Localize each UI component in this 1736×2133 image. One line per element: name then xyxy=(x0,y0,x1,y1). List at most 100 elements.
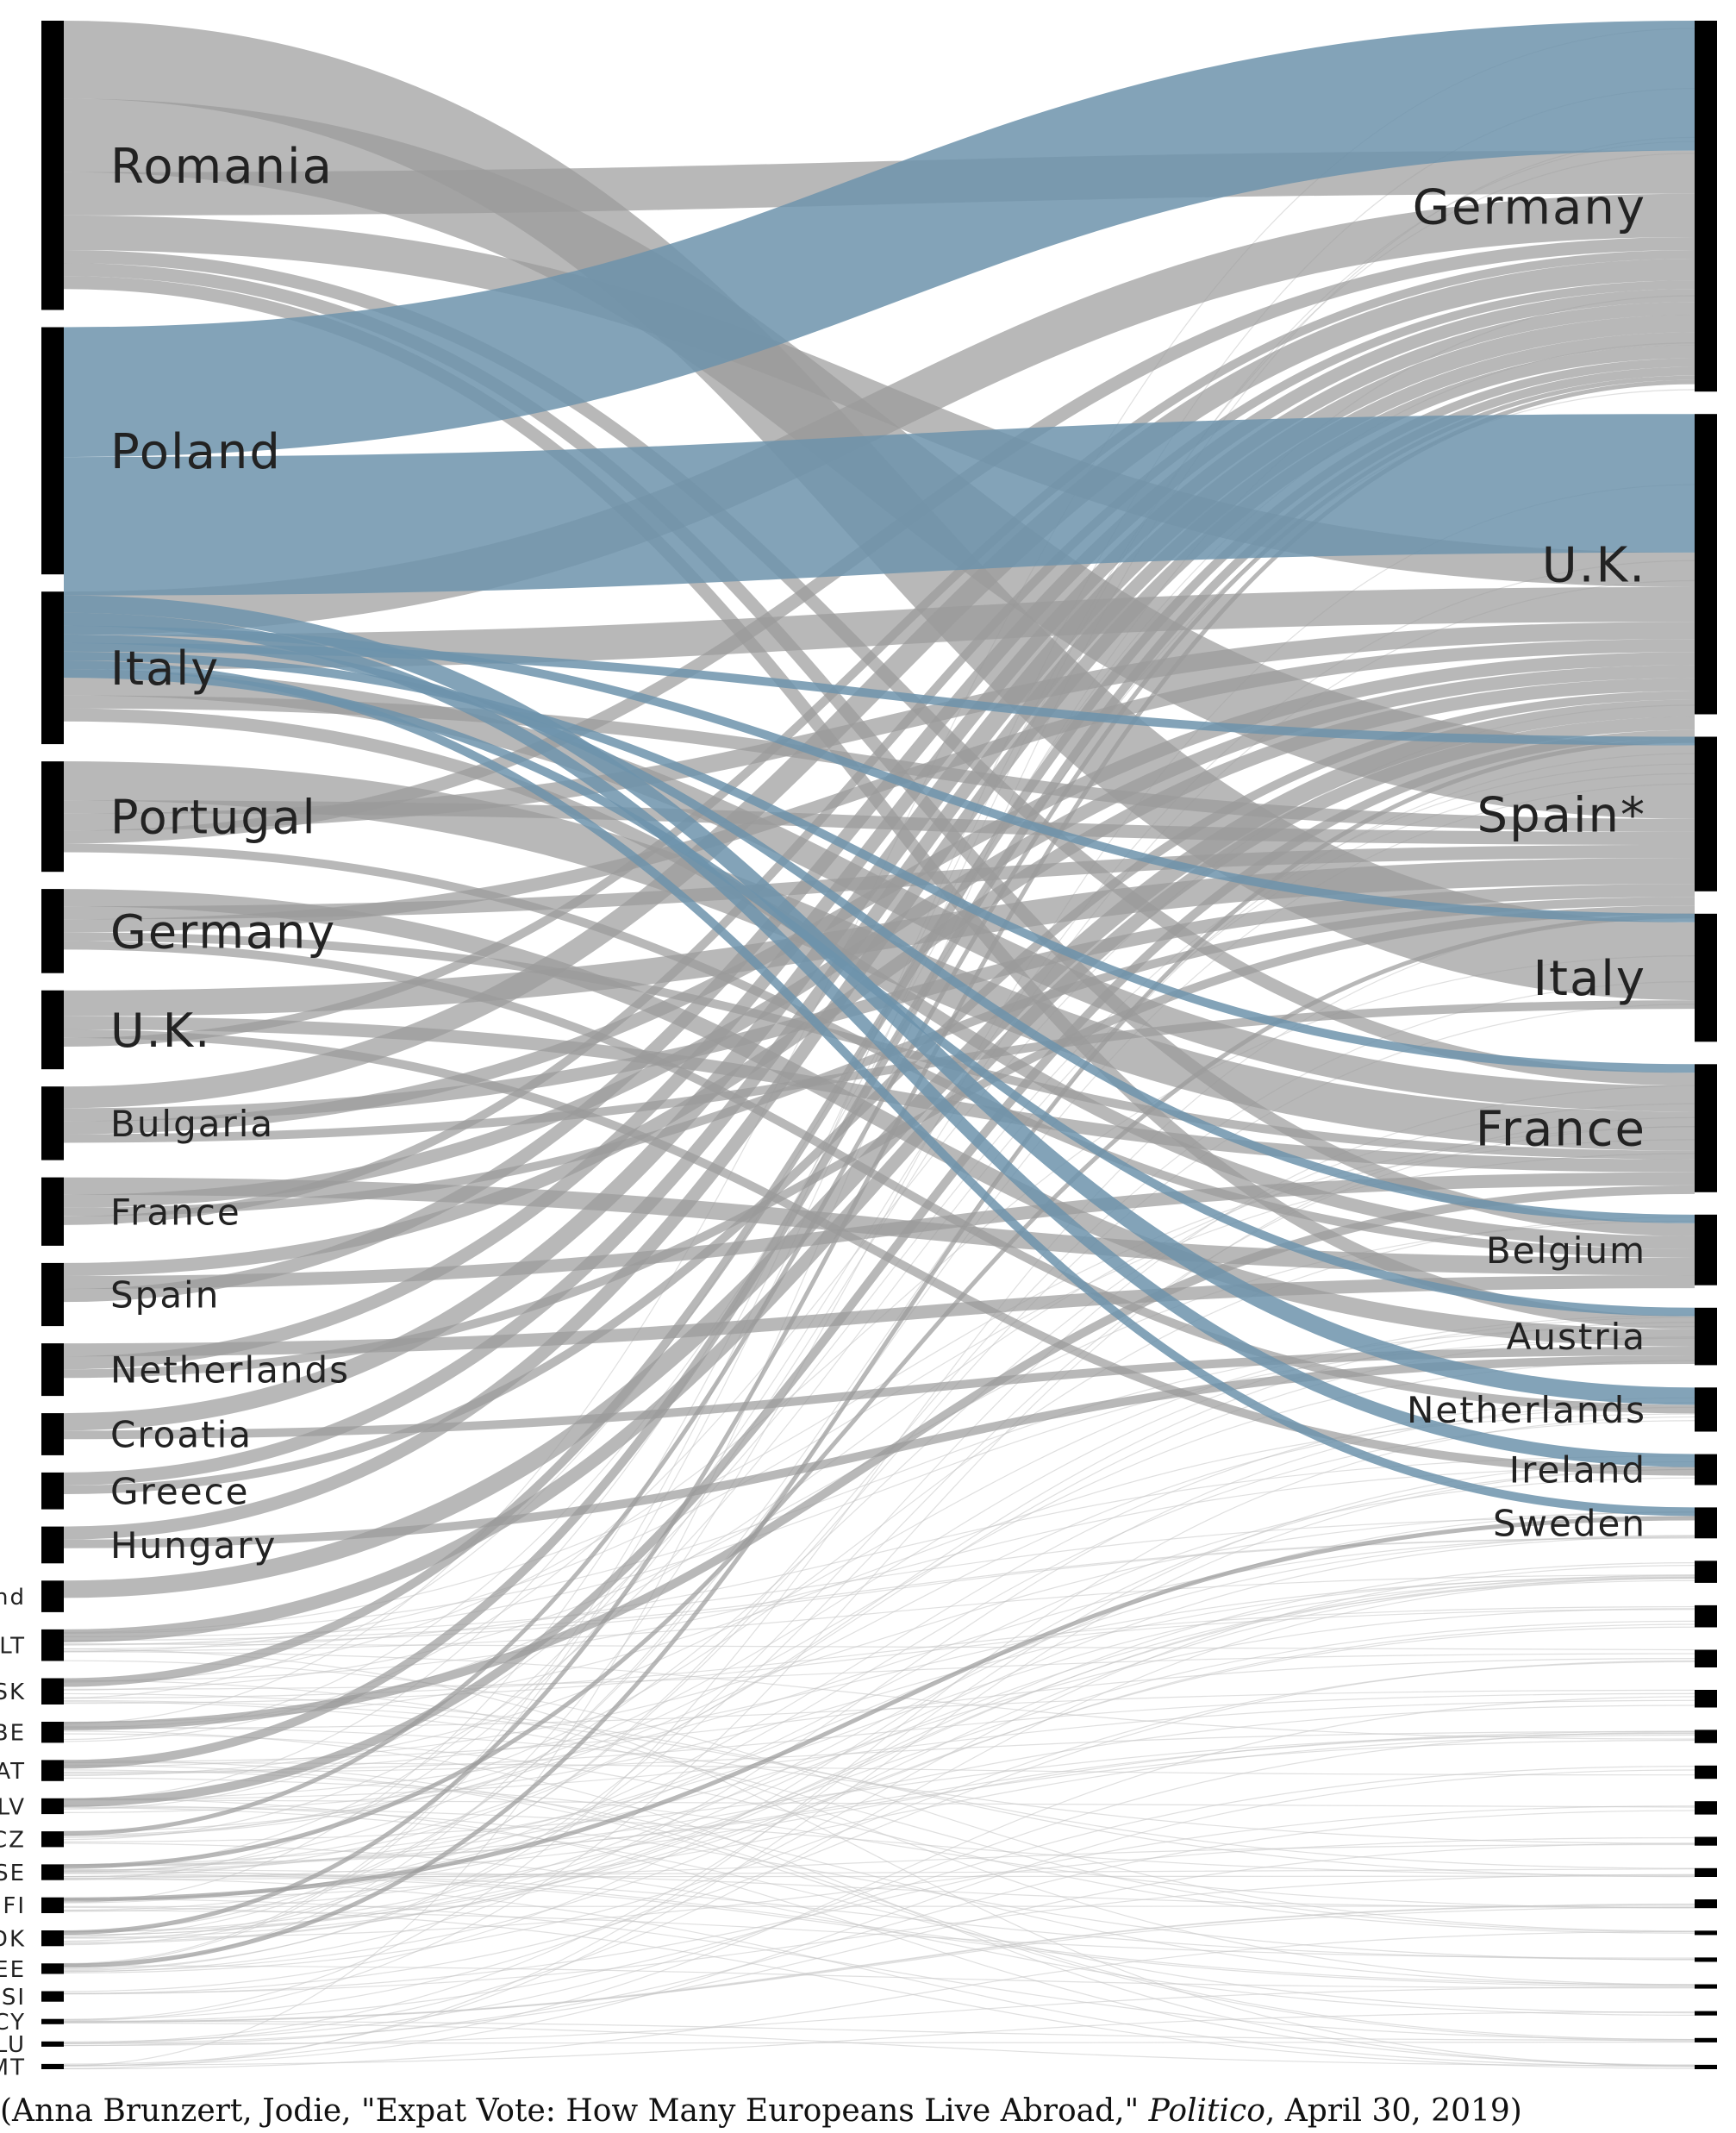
faint-flow xyxy=(63,1117,1695,2022)
right-node-unlabeled-10 xyxy=(1695,1561,1717,1583)
faint-flow xyxy=(63,1680,1695,1986)
right-node-unlabeled-19 xyxy=(1695,1899,1717,1909)
right-node-austria xyxy=(1695,1307,1717,1366)
left-node-greece xyxy=(41,1472,64,1510)
left-label-netherlands: Netherlands xyxy=(110,1349,350,1392)
left-node-at xyxy=(41,1760,64,1781)
right-node-unlabeled-13 xyxy=(1695,1690,1717,1708)
right-label-ireland: Ireland xyxy=(1509,1449,1646,1492)
left-node-romania xyxy=(41,21,64,310)
faint-flow xyxy=(63,1730,1695,2067)
left-node-fi xyxy=(41,1897,64,1913)
right-node-unlabeled-16 xyxy=(1695,1801,1717,1815)
left-label-sk: SK xyxy=(0,1680,26,1705)
faint-flow xyxy=(63,1842,1695,2044)
left-node-portugal xyxy=(41,761,64,873)
left-label-croatia: Croatia xyxy=(110,1414,253,1456)
flow-poland-to-italy xyxy=(63,625,1695,923)
right-node-unlabeled-17 xyxy=(1695,1836,1717,1846)
left-label-lt: LT xyxy=(0,1634,26,1660)
left-node-cz xyxy=(41,1831,64,1848)
left-label-se: SE xyxy=(0,1861,26,1886)
faint-flow xyxy=(63,2020,1695,2041)
flow-poland-to-austria xyxy=(63,669,1695,1317)
left-label-portugal: Portugal xyxy=(110,791,317,845)
faint-flow xyxy=(63,1906,1695,2069)
faint-flow xyxy=(63,1565,1695,2020)
faint-flow xyxy=(63,1477,1695,1901)
right-node-netherlands xyxy=(1695,1387,1717,1432)
flow-poland-to-belgium xyxy=(63,634,1695,1223)
right-node-spain xyxy=(1695,736,1717,891)
right-node-unlabeled-11 xyxy=(1695,1604,1717,1628)
source-caption: (Anna Brunzert, Jodie, "Expat Vote: How … xyxy=(0,2093,1736,2133)
faint-flow xyxy=(63,1798,1695,2066)
faint-flow xyxy=(63,1733,1695,1934)
left-label-u-k: U.K. xyxy=(110,1004,211,1058)
left-label-germany: Germany xyxy=(110,904,336,959)
faint-flow xyxy=(63,1537,1695,1645)
faint-flow xyxy=(63,1511,1695,1933)
left-label-lv: LV xyxy=(0,1794,26,1820)
caption-source: Politico xyxy=(1148,2093,1265,2129)
left-label-bulgaria: Bulgaria xyxy=(110,1103,274,1145)
faint-flow xyxy=(63,1699,1695,1800)
left-node-lv xyxy=(41,1798,64,1815)
faint-flow xyxy=(63,1535,1695,1873)
left-label-hungary: Hungary xyxy=(110,1524,277,1567)
left-label-spain: Spain xyxy=(110,1274,220,1317)
faint-flow xyxy=(63,1766,1695,2023)
left-label-dk: DK xyxy=(0,1927,26,1953)
left-node-cy xyxy=(41,2018,64,2024)
flow-greece-to-germany xyxy=(63,332,1695,1486)
left-node-netherlands xyxy=(41,1343,64,1397)
faint-flow xyxy=(63,1468,1695,2067)
faint-flow xyxy=(63,1626,1695,1933)
flow-netherlands-to-germany xyxy=(63,302,1695,1370)
faint-flow xyxy=(63,1402,1695,1973)
faint-flow xyxy=(63,1732,1695,1867)
right-node-unlabeled-18 xyxy=(1695,1867,1717,1877)
flow-fi-to-sweden xyxy=(63,1516,1695,1902)
flow-france-to-germany xyxy=(63,280,1695,1225)
faint-flow xyxy=(63,1730,1695,1880)
left-node-lu xyxy=(41,2041,64,2047)
left-node-ireland xyxy=(41,1580,64,1612)
right-node-italy xyxy=(1695,913,1717,1042)
flow-u-k-to-ireland xyxy=(63,1029,1695,1476)
right-node-germany xyxy=(1695,21,1717,392)
left-node-ee xyxy=(41,1963,64,1974)
left-label-poland: Poland xyxy=(110,424,282,480)
flow-poland-to-sweden xyxy=(63,660,1695,1517)
faint-flow xyxy=(63,2011,1695,2066)
faint-flow xyxy=(63,1807,1695,2014)
faint-flow xyxy=(63,1576,1695,1775)
flow-lt-to-u-k xyxy=(63,716,1695,1642)
faint-flow xyxy=(63,1873,1695,1994)
left-label-mt: MT xyxy=(0,2055,26,2080)
caption-prefix: (Anna Brunzert, Jodie, "Expat Vote: How … xyxy=(0,2093,1149,2129)
faint-flow xyxy=(63,1651,1695,1740)
flow-poland-to-germany xyxy=(63,20,1695,458)
left-node-dk xyxy=(41,1930,64,1947)
left-node-italy xyxy=(41,591,64,745)
left-node-be xyxy=(41,1722,64,1743)
faint-flow xyxy=(63,2042,1695,2044)
left-node-lt xyxy=(41,1629,64,1661)
faint-flow xyxy=(63,1870,1695,1986)
faint-flow xyxy=(63,1806,1695,1876)
faint-flow xyxy=(63,1898,1695,2041)
flow-u-k-to-germany xyxy=(63,250,1695,1047)
faint-flow xyxy=(63,1764,1695,2042)
right-label-germany: Germany xyxy=(1413,179,1646,235)
left-node-bulgaria xyxy=(41,1086,64,1160)
left-label-lu: LU xyxy=(0,2032,26,2058)
right-label-netherlands: Netherlands xyxy=(1407,1389,1646,1431)
right-node-belgium xyxy=(1695,1214,1717,1285)
left-label-greece: Greece xyxy=(110,1470,250,1512)
faint-flow xyxy=(63,1608,1695,1871)
flow-portugal-to-u-k xyxy=(63,622,1695,831)
left-node-spain xyxy=(41,1262,64,1327)
faint-flow xyxy=(63,1562,1695,1944)
